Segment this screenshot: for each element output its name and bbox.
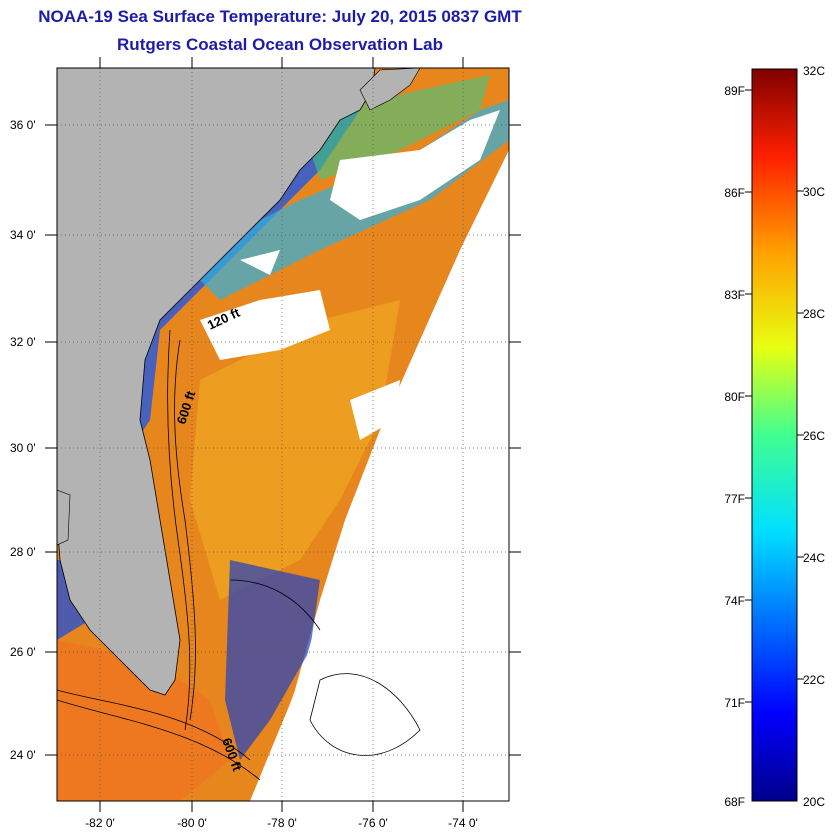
- lon-label: -76 0': [358, 816, 388, 830]
- colorbar-f-label: 83F: [724, 288, 745, 302]
- colorbar-c-label: 24C: [803, 551, 825, 565]
- cloud-patch: [330, 110, 500, 220]
- lat-label: 24 0': [10, 748, 36, 762]
- lat-label: 30 0': [10, 441, 36, 455]
- colorbar-f-label: 74F: [724, 594, 745, 608]
- colorbar-c-label: 32C: [803, 64, 825, 78]
- lon-label: -82 0': [85, 816, 115, 830]
- colorbar-f-label: 68F: [724, 795, 745, 809]
- map-title: NOAA-19 Sea Surface Temperature: July 20…: [38, 7, 522, 26]
- map-area: 120 ft 600 ft 600 ft: [57, 68, 509, 801]
- colorbar-c-label: 26C: [803, 429, 825, 443]
- colorbar: [751, 68, 798, 802]
- lon-label: -78 0': [267, 816, 297, 830]
- colorbar-f-label: 86F: [724, 186, 745, 200]
- map-subtitle: Rutgers Coastal Ocean Observation Lab: [117, 35, 443, 54]
- colorbar-f-label: 89F: [724, 84, 745, 98]
- lon-label: -80 0': [177, 816, 207, 830]
- colorbar-c-label: 30C: [803, 185, 825, 199]
- colorbar-c-label: 20C: [803, 795, 825, 809]
- lat-label: 32 0': [10, 335, 36, 349]
- colorbar-f-label: 77F: [724, 492, 745, 506]
- colorbar-f-label: 71F: [724, 696, 745, 710]
- lat-label: 36 0': [10, 118, 36, 132]
- colorbar-f-label: 80F: [724, 390, 745, 404]
- colorbar-c-label: 22C: [803, 673, 825, 687]
- lat-label: 26 0': [10, 645, 36, 659]
- lat-label: 34 0': [10, 228, 36, 242]
- lat-label: 28 0': [10, 545, 36, 559]
- lon-label: -74 0': [448, 816, 478, 830]
- colorbar-c-label: 28C: [803, 307, 825, 321]
